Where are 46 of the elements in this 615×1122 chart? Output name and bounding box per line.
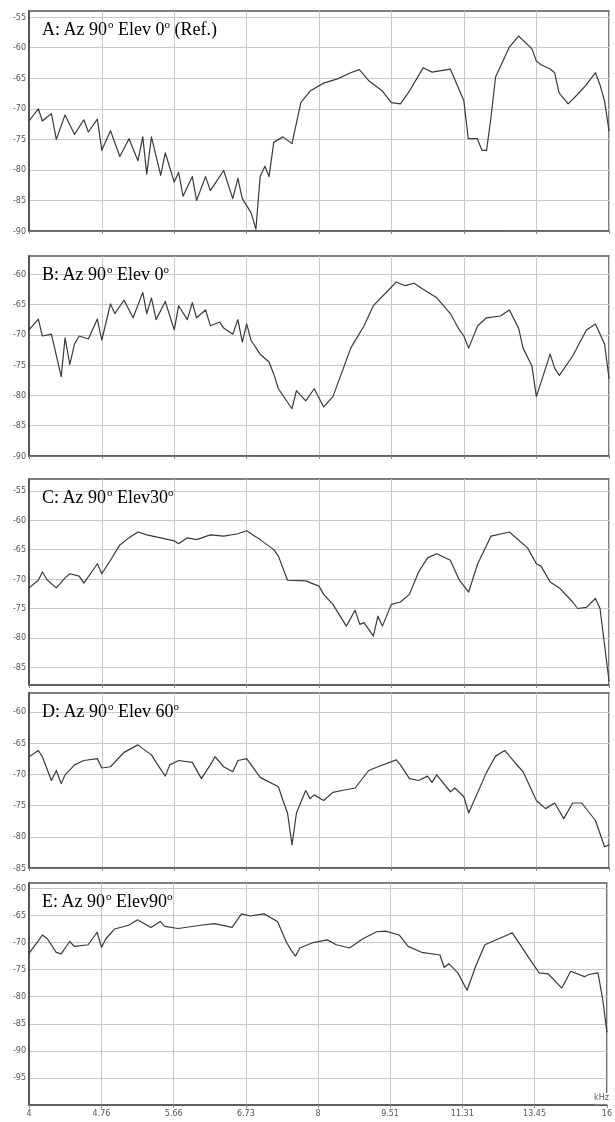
y-tick-label: -75	[12, 134, 26, 144]
y-tick-label: -60	[12, 515, 26, 525]
y-tick-label: -80	[12, 165, 26, 175]
x-tick-label: 13.45	[523, 1108, 546, 1118]
y-tick-label: -70	[12, 574, 26, 584]
y-tick-label: -65	[12, 738, 26, 748]
x-tick-label: 4.76	[92, 1108, 111, 1118]
y-tick-label: -60	[12, 883, 26, 893]
y-tick-label: -65	[12, 299, 26, 309]
y-tick-label: -70	[12, 330, 26, 340]
y-tick-label: -90	[12, 451, 26, 461]
y-tick-label: -80	[12, 832, 26, 842]
x-tick-label: 4	[26, 1108, 32, 1118]
y-tick-label: -80	[12, 390, 26, 400]
x-tick-label: 9.51	[381, 1108, 399, 1118]
x-tick-label: 6.73	[236, 1108, 255, 1118]
y-tick-label: -85	[12, 1019, 26, 1029]
y-tick-label: -65	[12, 73, 26, 83]
y-tick-label: -80	[12, 992, 26, 1002]
y-tick-label: -65	[12, 910, 26, 920]
y-tick-label: -60	[12, 707, 26, 717]
y-tick-label: -95	[12, 1073, 26, 1083]
y-tick-label: -55	[12, 486, 26, 496]
y-tick-label: -65	[12, 545, 26, 555]
x-tick-label: 16	[601, 1108, 612, 1118]
y-tick-label: -75	[12, 360, 26, 370]
y-tick-label: -85	[12, 195, 26, 205]
x-tick-label: 11.31	[450, 1108, 474, 1118]
y-tick-label: -75	[12, 603, 26, 613]
y-tick-label: -70	[12, 938, 26, 948]
x-tick-label: 8	[315, 1108, 321, 1118]
x-axis-title: kHz	[594, 1092, 609, 1102]
y-tick-label: -70	[12, 769, 26, 779]
y-tick-label: -85	[12, 863, 26, 873]
x-tick-label: 5.66	[164, 1108, 183, 1118]
y-tick-label: -90	[12, 226, 26, 236]
y-tick-label: -85	[12, 421, 26, 431]
y-tick-label: -55	[12, 12, 26, 22]
y-tick-label: -70	[12, 104, 26, 114]
y-tick-label: -75	[12, 801, 26, 810]
y-tick-label: -60	[12, 269, 26, 279]
y-tick-label: -75	[12, 965, 26, 975]
y-tick-label: -60	[12, 43, 26, 53]
y-tick-label: -90	[12, 1046, 26, 1056]
y-tick-label: -85	[12, 662, 26, 672]
y-tick-label: -80	[12, 633, 26, 643]
